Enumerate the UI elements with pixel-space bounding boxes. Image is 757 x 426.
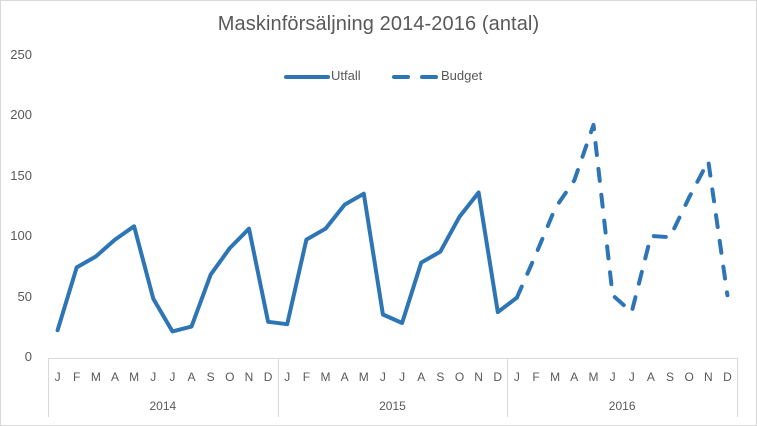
x-month-label: D	[723, 370, 732, 384]
series-line-utfall	[55, 190, 519, 334]
y-tick-label: 250	[10, 47, 32, 62]
x-month-label: J	[609, 370, 616, 384]
x-month-label: M	[90, 370, 101, 384]
x-month-label: M	[358, 370, 369, 384]
x-year-label: 2014	[149, 399, 177, 413]
x-month-label: F	[302, 370, 311, 384]
axis-lines	[48, 358, 738, 417]
x-month-label: S	[206, 370, 215, 384]
x-month-label: M	[588, 370, 599, 384]
x-month-label: A	[187, 370, 196, 384]
x-month-label: M	[550, 370, 561, 384]
y-tick-label: 0	[24, 349, 32, 364]
x-month-label: F	[532, 370, 540, 384]
x-month-label: J	[169, 370, 176, 384]
x-month-label: J	[379, 370, 386, 384]
legend-label-budget: Budget	[441, 68, 483, 83]
x-month-label: J	[150, 370, 157, 384]
x-month-label: M	[129, 370, 140, 384]
x-month-label: O	[454, 370, 465, 384]
x-month-label: J	[399, 370, 406, 384]
x-month-label: J	[628, 370, 635, 384]
x-month-label: J	[513, 370, 520, 384]
x-month-label: A	[417, 370, 426, 384]
x-month-label: N	[703, 370, 713, 384]
y-tick-label: 100	[10, 228, 32, 244]
legend-label-utfall: Utfall	[331, 68, 361, 83]
dashed-line-icon	[392, 75, 438, 79]
y-tick-label: 150	[10, 167, 32, 183]
x-month-label: N	[244, 370, 254, 384]
x-month-label: A	[340, 370, 349, 384]
x-month-label: A	[646, 370, 655, 384]
x-month-label: A	[110, 370, 119, 384]
x-year-label: 2016	[608, 399, 636, 413]
x-month-label: J	[284, 370, 291, 384]
x-month-label: O	[225, 370, 235, 384]
x-month-label: D	[493, 370, 503, 384]
x-month-label: O	[684, 370, 694, 384]
solid-line-icon	[284, 75, 330, 79]
x-month-label: S	[665, 370, 674, 384]
x-month-label: A	[570, 370, 579, 384]
x-month-label: D	[263, 370, 273, 384]
y-tick-label: 200	[10, 107, 32, 123]
x-month-label: N	[474, 370, 483, 384]
chart-title: Maskinförsäljning 2014-2016 (antal)	[217, 13, 540, 35]
x-month-label: F	[73, 370, 81, 384]
x-month-label: M	[320, 370, 331, 384]
y-tick-label: 50	[17, 288, 32, 304]
x-month-label: S	[436, 370, 445, 384]
x-month-label: J	[54, 370, 61, 384]
series-line-budget	[514, 122, 730, 315]
x-year-label: 2015	[379, 399, 406, 413]
